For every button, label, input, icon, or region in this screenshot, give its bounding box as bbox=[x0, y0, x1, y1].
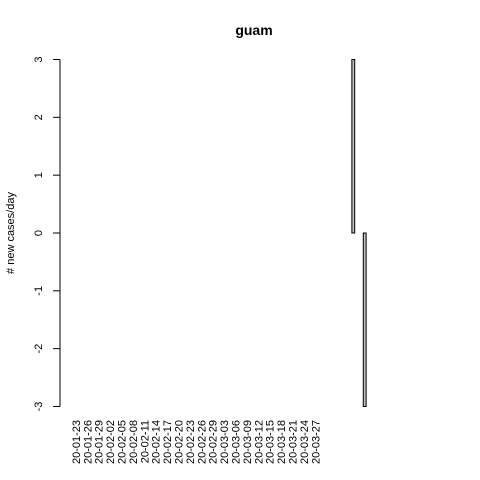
bars bbox=[351, 59, 367, 407]
chart-title: guam bbox=[235, 22, 272, 38]
x-tick-label: 20-01-26 bbox=[82, 420, 94, 464]
y-tick-label: -3 bbox=[33, 402, 45, 412]
x-tick-label: 20-01-23 bbox=[71, 420, 83, 464]
y-tick-label: 2 bbox=[33, 114, 45, 120]
x-tick-label: 20-03-12 bbox=[253, 420, 265, 464]
x-tick-label: 20-02-20 bbox=[174, 420, 186, 464]
y-axis: -3 -2 -1 0 1 2 3 bbox=[33, 56, 61, 412]
bar bbox=[362, 232, 367, 407]
x-tick-label: 20-02-23 bbox=[185, 420, 197, 464]
y-tick-label: -2 bbox=[33, 344, 45, 354]
x-tick-label: 20-02-29 bbox=[208, 420, 220, 464]
x-tick-label: 20-02-26 bbox=[196, 420, 208, 464]
y-tick-label: 3 bbox=[33, 56, 45, 62]
x-tick-label: 20-03-03 bbox=[219, 420, 231, 464]
x-tick-label: 20-03-27 bbox=[310, 420, 322, 464]
x-tick-label: 20-02-14 bbox=[151, 420, 163, 464]
x-tick-label: 20-02-11 bbox=[139, 420, 151, 463]
x-tick-label: 20-03-24 bbox=[299, 420, 311, 464]
y-tick-label: 0 bbox=[33, 230, 45, 236]
x-tick-label: 20-02-17 bbox=[162, 420, 174, 464]
x-tick-label: 20-03-21 bbox=[288, 420, 300, 464]
x-tick-label: 20-02-02 bbox=[105, 420, 117, 464]
x-tick-label: 20-03-06 bbox=[231, 420, 243, 464]
x-tick-label: 20-02-05 bbox=[117, 420, 129, 464]
x-tick-label: 20-03-15 bbox=[265, 420, 277, 464]
y-tick-label: -1 bbox=[33, 286, 45, 296]
y-axis-label: # new cases/day bbox=[5, 192, 17, 274]
x-tick-label: 20-03-18 bbox=[276, 420, 288, 464]
y-tick-label: 1 bbox=[33, 172, 45, 178]
bar bbox=[351, 59, 356, 234]
x-tick-label: 20-01-29 bbox=[94, 420, 106, 464]
x-axis: 20-01-23 20-01-26 20-01-29 20-02-02 20-02-05… bbox=[71, 420, 322, 464]
x-tick-label: 20-02-08 bbox=[128, 420, 140, 464]
x-tick-label: 20-03-09 bbox=[242, 420, 254, 464]
